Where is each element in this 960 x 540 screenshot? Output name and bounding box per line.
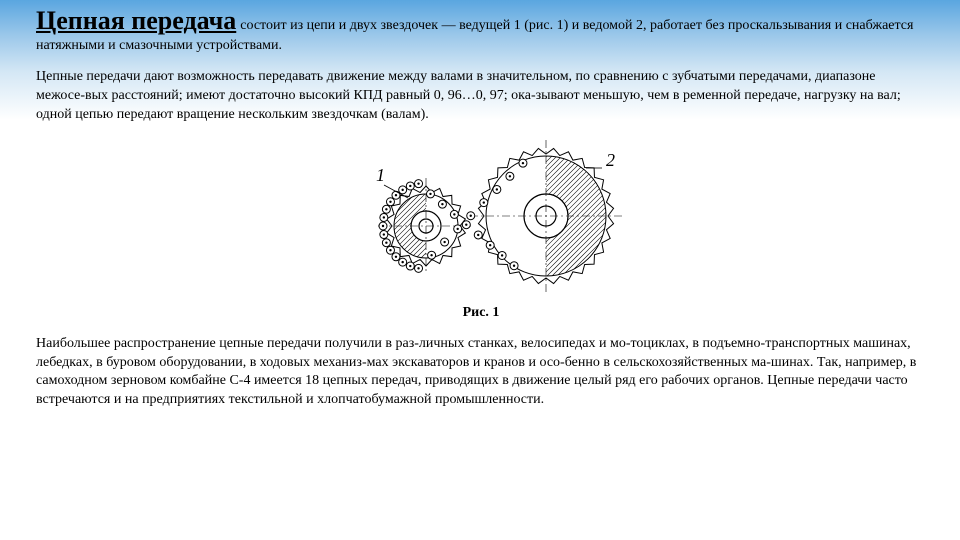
paragraph-2: Наибольшее распространение цепные переда… (36, 335, 926, 411)
svg-text:2: 2 (606, 150, 615, 170)
title-block: Цепная передача состоит из цепи и двух з… (36, 6, 926, 54)
page-title: Цепная передача (36, 6, 236, 35)
paragraph-1: Цепные передачи дают возможность передав… (36, 68, 926, 125)
svg-text:1: 1 (376, 165, 385, 185)
figure-chain-drive: 12 Рис. 1 (36, 131, 926, 321)
page-content: Цепная передача состоит из цепи и двух з… (36, 6, 926, 410)
chain-drive-diagram: 12 (321, 131, 641, 301)
figure-caption: Рис. 1 (36, 305, 926, 321)
